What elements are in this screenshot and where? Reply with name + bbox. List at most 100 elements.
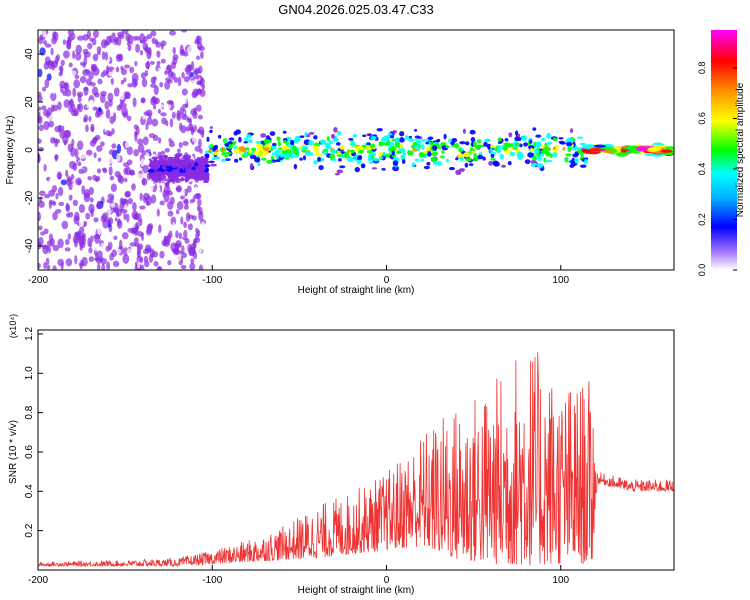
spectrogram-blob (118, 90, 126, 101)
spectrogram-blob (562, 146, 566, 151)
spectrogram-blob (81, 250, 87, 257)
spectrogram-blob (113, 95, 118, 101)
spectrogram-blob (184, 198, 189, 207)
spectrogram-blob (276, 136, 281, 141)
spectrogram-blob (660, 149, 673, 153)
spectrogram-blob (129, 66, 135, 74)
spectrogram-blob (408, 135, 412, 139)
spectrogram-blob (42, 30, 47, 38)
spectrogram-blob (117, 31, 124, 38)
spectrogram-blob (143, 111, 150, 116)
spectrogram-blob (111, 128, 115, 135)
spectrogram-blob (462, 128, 466, 134)
spectrogram-blob (565, 153, 572, 157)
spectrogram-blob (196, 153, 203, 158)
spectrogram-blob (193, 251, 198, 260)
spectrogram-blob (137, 261, 141, 269)
spectrogram-blob (171, 111, 176, 119)
spectrogram-blob (50, 47, 54, 56)
spectrogram-blob (179, 168, 184, 174)
spectrogram-blob (423, 165, 430, 170)
spectrogram-blob (63, 99, 71, 108)
spectrogram-blob (147, 223, 154, 231)
spectrogram-blob (189, 199, 194, 204)
spectrogram-blob (40, 231, 46, 236)
spectrogram-blob (69, 70, 77, 77)
spectrogram-blob (153, 171, 158, 175)
spectrogram-blob (565, 141, 573, 147)
spectrogram-blob (145, 200, 150, 206)
spectrogram-blob (350, 142, 356, 147)
spectrogram-blob (69, 225, 75, 232)
spectrogram-blob (44, 194, 51, 199)
spectrogram-blob (334, 172, 340, 176)
spectrogram-blob (187, 45, 194, 55)
spectrogram-blob (238, 151, 245, 155)
spectrogram-blob (172, 248, 177, 253)
spectrogram-blob (251, 147, 257, 152)
spectrogram-blob (165, 165, 173, 169)
spectrogram-blob (145, 152, 150, 160)
spectrogram-blob (56, 50, 64, 56)
spectrogram-blob (583, 158, 588, 165)
spectrogram-blob (50, 88, 57, 94)
spectrogram-blob (502, 146, 508, 151)
spectrogram-blob (202, 167, 206, 171)
spectrogram-blob (131, 72, 139, 83)
spectrogram-blob (266, 135, 270, 139)
spectrogram-blob (69, 160, 76, 170)
spectrogram-blob (558, 137, 564, 140)
spectrogram-blob (98, 106, 102, 113)
spectrogram-blob (132, 201, 137, 212)
spectrogram-blob (57, 238, 64, 249)
spectrogram-blob (43, 120, 50, 131)
spectrogram-blob (134, 132, 138, 142)
spectrogram-blob (82, 48, 89, 55)
spectrogram-blob (217, 134, 222, 139)
spectrogram-blob (62, 50, 70, 59)
spectrogram-blob (555, 144, 559, 149)
spectrogram-blob (110, 202, 116, 208)
spectrogram-blob (171, 172, 178, 177)
spectrogram-blob (41, 86, 47, 92)
spectrogram-blob (521, 135, 527, 142)
spectrogram-blob (413, 144, 420, 149)
spectrogram-blob (530, 163, 535, 167)
spectrogram-blob (144, 47, 151, 52)
colorbar-label: Normalized spectral amplitude (735, 82, 746, 217)
spectrogram-blob (221, 158, 227, 163)
spectrogram-blob (127, 227, 134, 233)
spectrogram-blob (574, 158, 579, 162)
spectrogram-blob (571, 157, 575, 163)
spectrogram-blob (201, 84, 206, 90)
spectrogram-blob (85, 212, 91, 220)
spectrogram-blob (184, 237, 190, 244)
spectrogram-blob (116, 98, 121, 107)
spectrogram-blob (72, 40, 77, 51)
spectrogram-blob (260, 133, 267, 138)
spectrogram-blob (195, 104, 202, 112)
spectrogram-blob (232, 140, 237, 145)
spectrogram-blob (119, 197, 124, 204)
x-tick-label: 100 (552, 575, 569, 586)
spectrogram-blob (179, 49, 186, 57)
spectrogram-blob (477, 154, 484, 160)
spectrogram-blob (248, 149, 253, 154)
spectrogram-blob (168, 230, 173, 239)
spectrogram-blob (193, 75, 200, 80)
spectrogram-blob (514, 142, 521, 147)
spectrogram-blob (191, 166, 196, 171)
spectrogram-blob (100, 114, 107, 120)
spectrogram-blob (366, 149, 374, 154)
spectrogram-blob (476, 139, 482, 144)
spectrogram-blob (198, 175, 202, 180)
spectrogram-blob (351, 149, 355, 154)
spectrogram-blob (124, 141, 130, 149)
spectrogram-blob (107, 209, 112, 215)
spectrogram-blob (42, 244, 49, 249)
spectrogram-blob (308, 132, 315, 135)
spectrogram-blob (266, 139, 270, 144)
spectrogram-blob (234, 158, 239, 163)
spectrogram-blob (92, 53, 99, 62)
spectrogram-blob (490, 157, 496, 161)
